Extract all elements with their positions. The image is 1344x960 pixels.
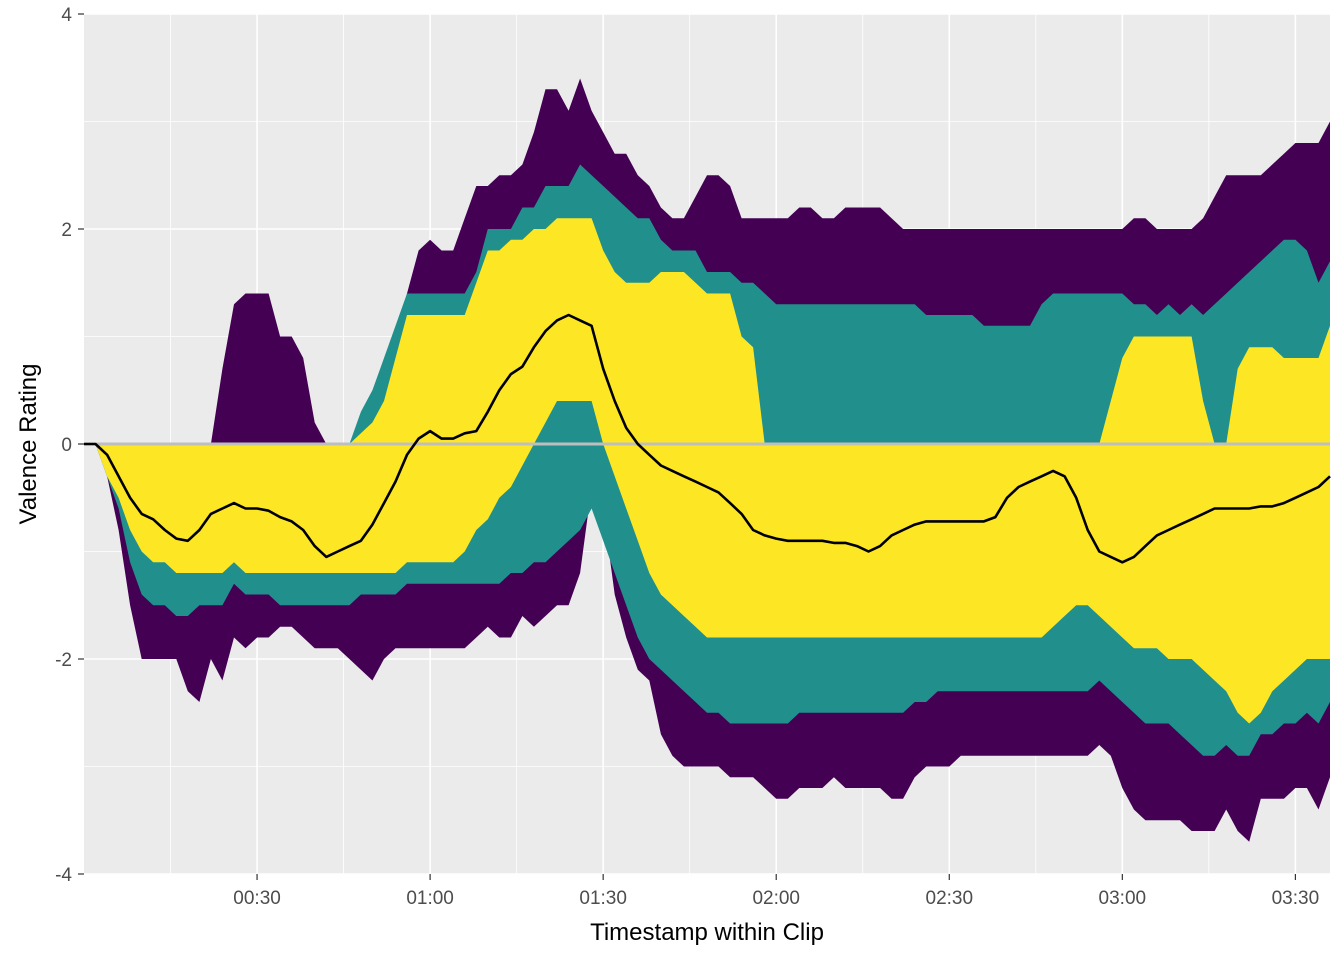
y-axis-title: Valence Rating bbox=[15, 364, 42, 525]
rating-distribution-bands bbox=[84, 78, 1330, 842]
x-tick-label: 02:30 bbox=[926, 888, 974, 909]
x-tick-label: 01:30 bbox=[579, 888, 627, 909]
x-axis: 00:30 01:00 01:30 02:00 02:30 03:00 03:30 bbox=[233, 874, 1319, 909]
y-tick-label: 0 bbox=[61, 435, 72, 456]
mean-line-0 bbox=[84, 313, 1331, 564]
x-tick-label: 01:00 bbox=[406, 888, 454, 909]
y-axis: -4 -2 0 2 4 bbox=[55, 5, 84, 886]
y-tick-label: 4 bbox=[61, 5, 72, 26]
x-tick-label: 00:30 bbox=[233, 888, 281, 909]
x-tick-label: 02:00 bbox=[752, 888, 800, 909]
distribution-band-3 bbox=[84, 218, 1330, 724]
y-tick-label: -2 bbox=[55, 650, 72, 671]
x-tick-label: 03:00 bbox=[1099, 888, 1147, 909]
x-axis-title: Timestamp within Clip bbox=[590, 919, 824, 946]
y-tick-label: -4 bbox=[55, 865, 72, 886]
mean-rating-lines bbox=[84, 313, 1331, 564]
x-tick-label: 03:30 bbox=[1272, 888, 1320, 909]
y-tick-label: 2 bbox=[61, 220, 72, 241]
